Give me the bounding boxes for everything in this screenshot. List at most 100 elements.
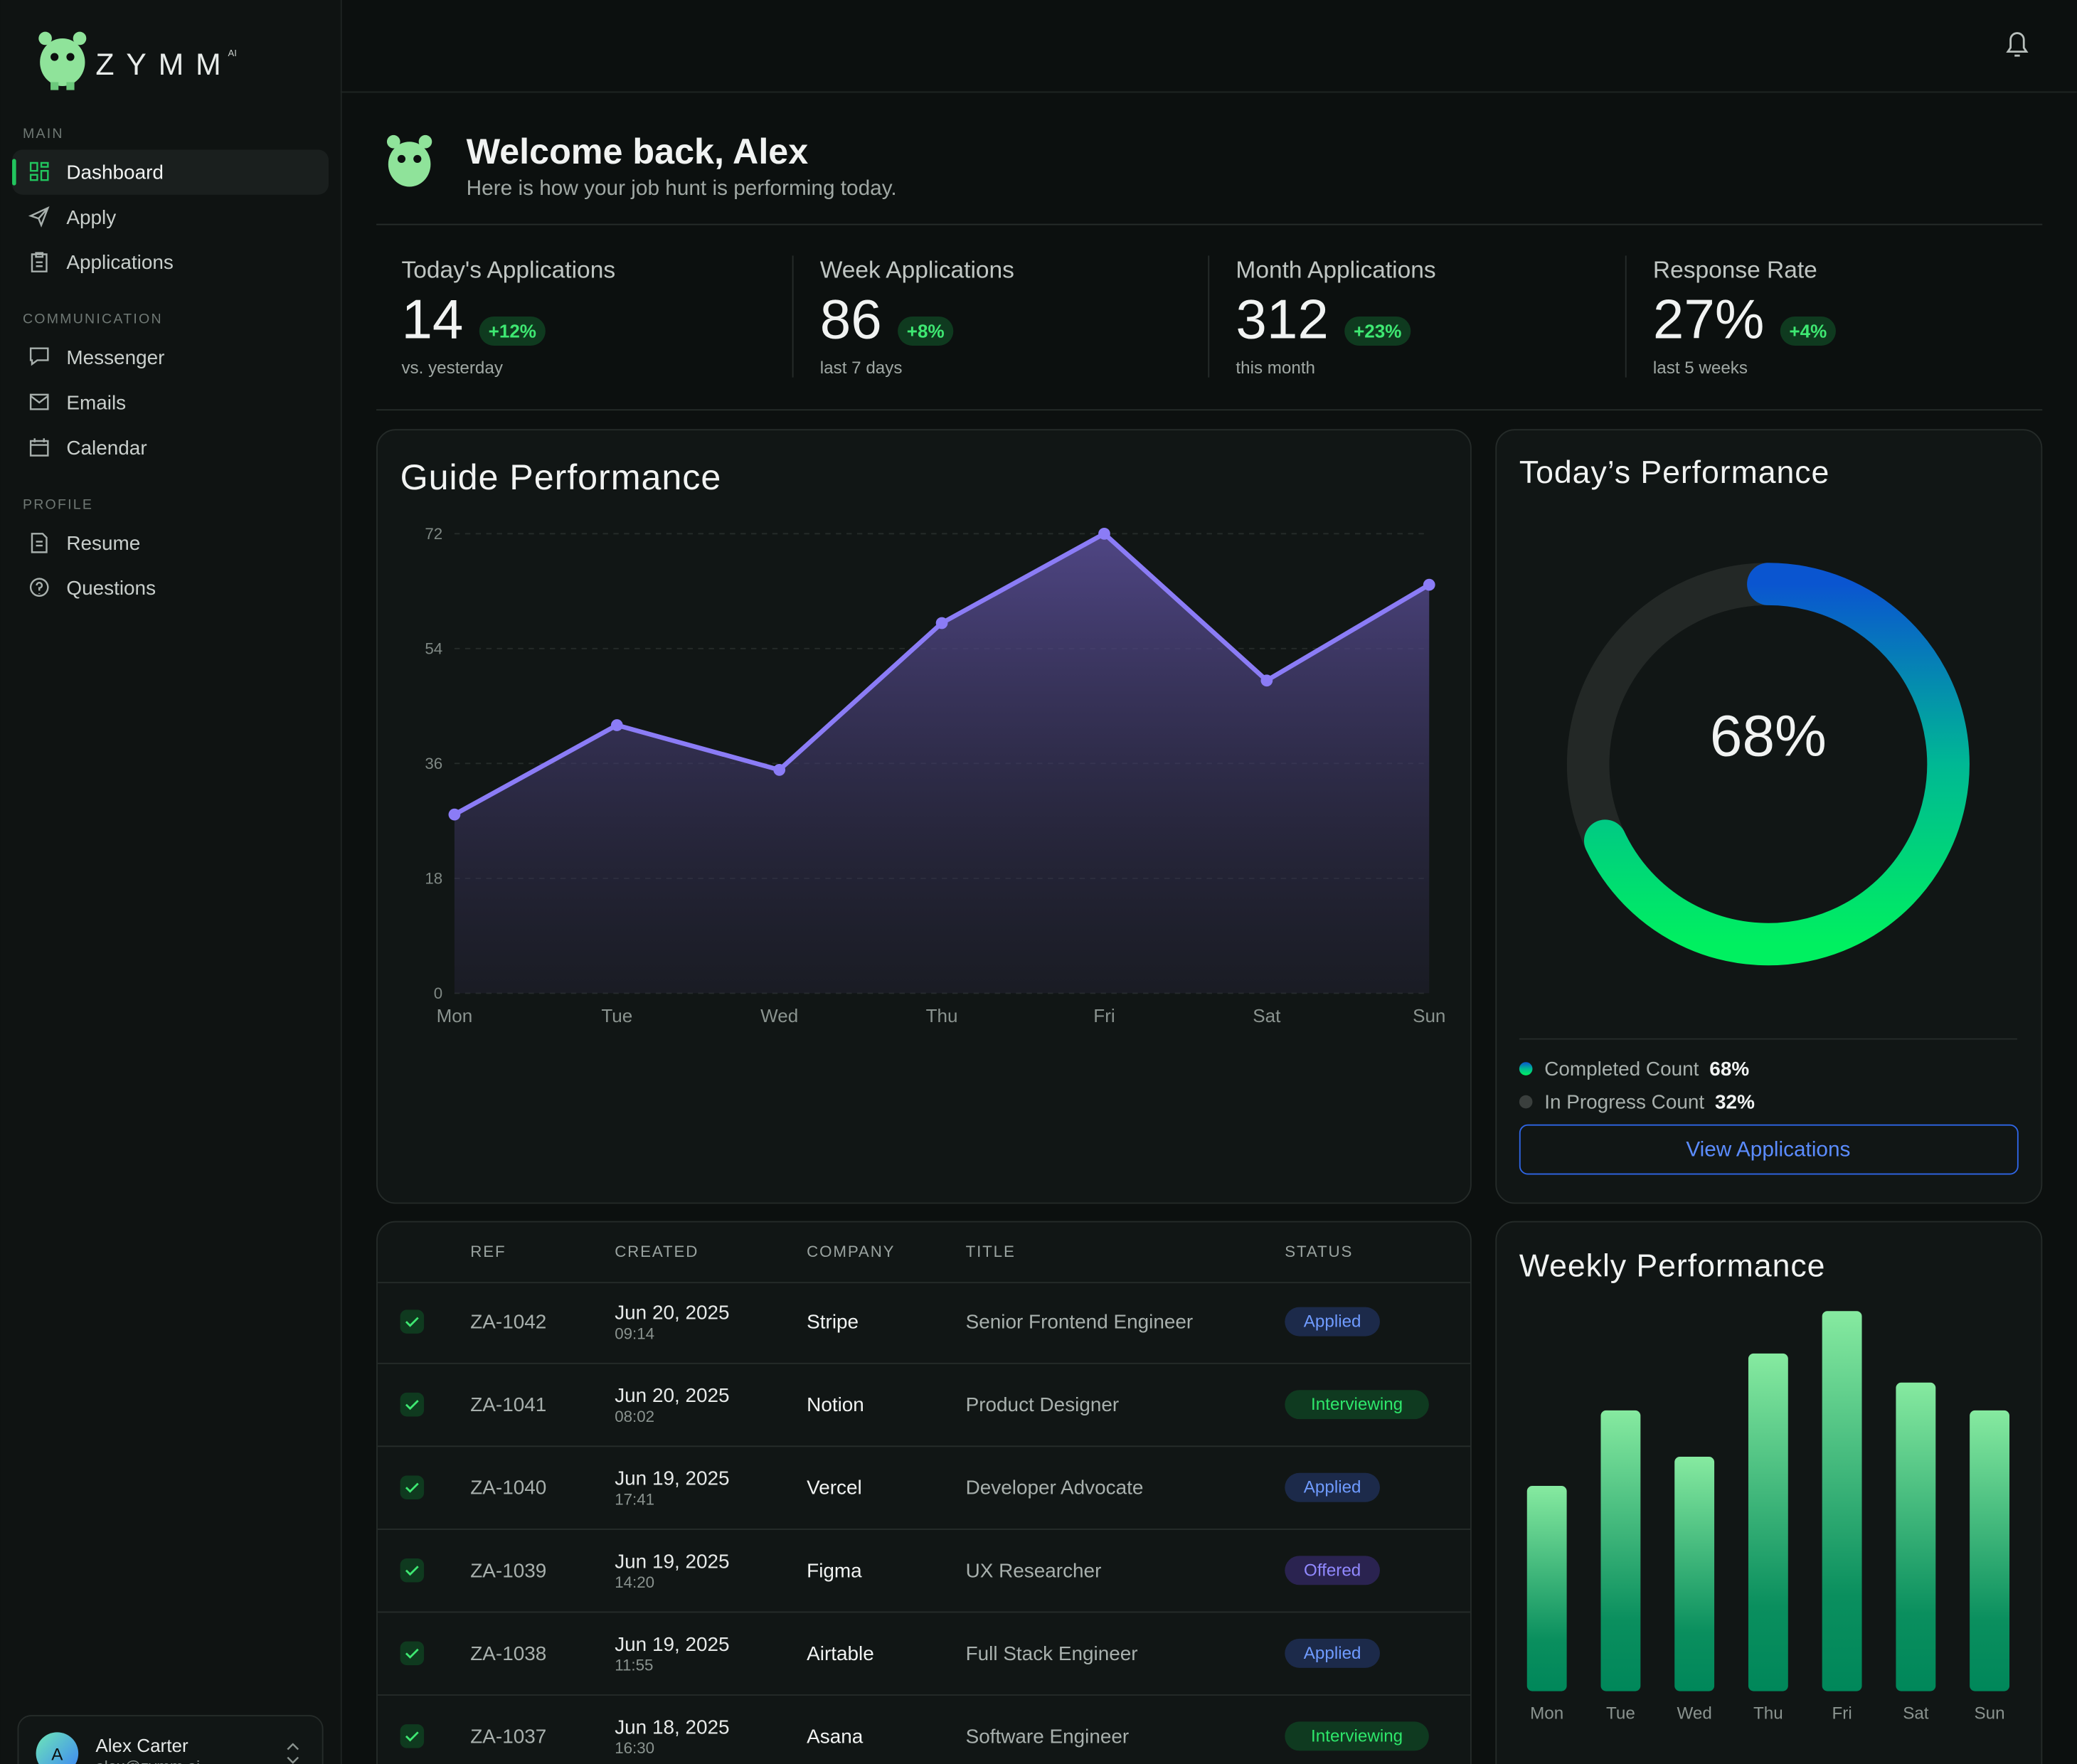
legend-value: 32% xyxy=(1715,1091,1755,1113)
point[interactable] xyxy=(1098,527,1110,540)
ref: ZA-1040 xyxy=(470,1477,546,1499)
stat-change: +8% xyxy=(907,320,945,341)
x-tick-label: Wed xyxy=(760,1005,798,1026)
stat-value: 27% xyxy=(1653,288,1765,351)
bar[interactable] xyxy=(1526,1486,1567,1691)
job-title: Developer Advocate xyxy=(966,1477,1144,1499)
nav-section-title: PROFILE xyxy=(23,496,93,512)
point[interactable] xyxy=(610,719,623,731)
donut-segment xyxy=(1566,563,1769,850)
stat-badge xyxy=(898,316,954,346)
created-time: 17:41 xyxy=(615,1490,654,1508)
status: Offered xyxy=(1304,1561,1361,1580)
job-title: Software Engineer xyxy=(966,1725,1130,1747)
nav-item[interactable]: Calendar xyxy=(66,437,147,459)
row-checkbox[interactable] xyxy=(400,1558,425,1583)
welcome-mascot xyxy=(386,134,432,187)
point[interactable] xyxy=(1423,578,1435,591)
x-tick-label: Fri xyxy=(1832,1704,1852,1723)
status-pill xyxy=(1285,1307,1380,1337)
avatar-initial: A xyxy=(51,1745,63,1764)
ref: ZA-1037 xyxy=(470,1725,546,1747)
welcome-title: Welcome back, Alex xyxy=(467,131,809,171)
avatar xyxy=(36,1732,79,1764)
nav-item[interactable]: Applications xyxy=(66,251,173,273)
point[interactable] xyxy=(448,808,461,821)
column-header: REF xyxy=(470,1243,506,1260)
x-tick-label: Tue xyxy=(1606,1704,1635,1723)
ref: ZA-1042 xyxy=(470,1311,546,1333)
created-time: 09:14 xyxy=(615,1324,654,1342)
job-title: Full Stack Engineer xyxy=(966,1642,1138,1664)
created-date: Jun 20, 2025 xyxy=(615,1384,729,1406)
stat-note: vs. yesterday xyxy=(401,358,503,378)
column-header: TITLE xyxy=(966,1243,1016,1260)
nav-item[interactable]: Resume xyxy=(66,532,140,554)
row-checkbox[interactable] xyxy=(400,1309,425,1334)
row-checkbox[interactable] xyxy=(400,1641,425,1666)
status: Interviewing xyxy=(1311,1726,1403,1746)
check xyxy=(405,1648,419,1659)
bar[interactable] xyxy=(1822,1311,1862,1691)
created-date: Jun 20, 2025 xyxy=(615,1302,729,1324)
ref: ZA-1038 xyxy=(470,1642,546,1664)
check xyxy=(405,1400,419,1410)
user-chevron[interactable] xyxy=(287,1743,299,1764)
bar[interactable] xyxy=(1600,1410,1641,1691)
button-label[interactable]: View Applications xyxy=(1686,1138,1850,1162)
nav-icon xyxy=(31,252,48,272)
company: Airtable xyxy=(807,1642,874,1664)
legend-value: 68% xyxy=(1709,1058,1749,1080)
stat-label: Month Applications xyxy=(1236,257,1435,283)
created-date: Jun 19, 2025 xyxy=(615,1550,729,1572)
view-applications-button[interactable] xyxy=(1519,1124,2019,1175)
x-tick-label: Sun xyxy=(1413,1005,1445,1026)
bar[interactable] xyxy=(1748,1353,1788,1691)
nav-item[interactable]: Emails xyxy=(66,392,126,414)
y-tick-label: 18 xyxy=(425,869,442,887)
bar[interactable] xyxy=(1970,1410,2010,1691)
nav-icon xyxy=(29,578,49,597)
chart-title: Guide Performance xyxy=(400,457,722,497)
nav-item[interactable]: Dashboard xyxy=(66,161,164,184)
status: Applied xyxy=(1304,1644,1361,1663)
x-tick-label: Sun xyxy=(1975,1704,2005,1723)
bar[interactable] xyxy=(1674,1457,1715,1691)
stat-note: last 5 weeks xyxy=(1653,358,1748,378)
logo-badge: AI xyxy=(228,48,237,58)
stat-label: Week Applications xyxy=(820,257,1014,283)
stat-value: 312 xyxy=(1236,288,1328,351)
status: Interviewing xyxy=(1311,1395,1403,1414)
point[interactable] xyxy=(935,617,948,629)
nav-icon xyxy=(29,161,49,181)
row-checkbox[interactable] xyxy=(400,1475,425,1499)
created-time: 14:20 xyxy=(615,1573,654,1591)
status-pill xyxy=(1285,1390,1429,1420)
check xyxy=(405,1731,419,1742)
point[interactable] xyxy=(1260,674,1273,687)
status-pill xyxy=(1285,1721,1429,1751)
stat-label: Response Rate xyxy=(1653,257,1817,283)
notification-bell[interactable] xyxy=(2006,32,2029,57)
row-checkbox[interactable] xyxy=(400,1724,425,1748)
created-time: 11:55 xyxy=(615,1657,653,1674)
point[interactable] xyxy=(773,763,786,776)
x-tick-label: Mon xyxy=(1530,1704,1563,1723)
y-tick-label: 0 xyxy=(434,984,442,1002)
status: Applied xyxy=(1304,1478,1361,1497)
nav-item[interactable]: Apply xyxy=(66,206,116,228)
nav-icon xyxy=(31,533,48,553)
sidebar xyxy=(0,0,341,1764)
bar[interactable] xyxy=(1896,1382,1936,1691)
nav-item[interactable]: Questions xyxy=(66,577,156,599)
user-name: Alex Carter xyxy=(95,1735,188,1756)
row-checkbox[interactable] xyxy=(400,1392,425,1417)
status-pill xyxy=(1285,1472,1380,1502)
stat-note: last 7 days xyxy=(820,358,903,378)
user-card[interactable] xyxy=(17,1715,324,1764)
stat-change: +23% xyxy=(1354,320,1401,341)
nav-item[interactable]: Messenger xyxy=(66,346,164,368)
y-tick-label: 72 xyxy=(425,525,442,543)
logo-text: ZYMM xyxy=(95,48,233,82)
